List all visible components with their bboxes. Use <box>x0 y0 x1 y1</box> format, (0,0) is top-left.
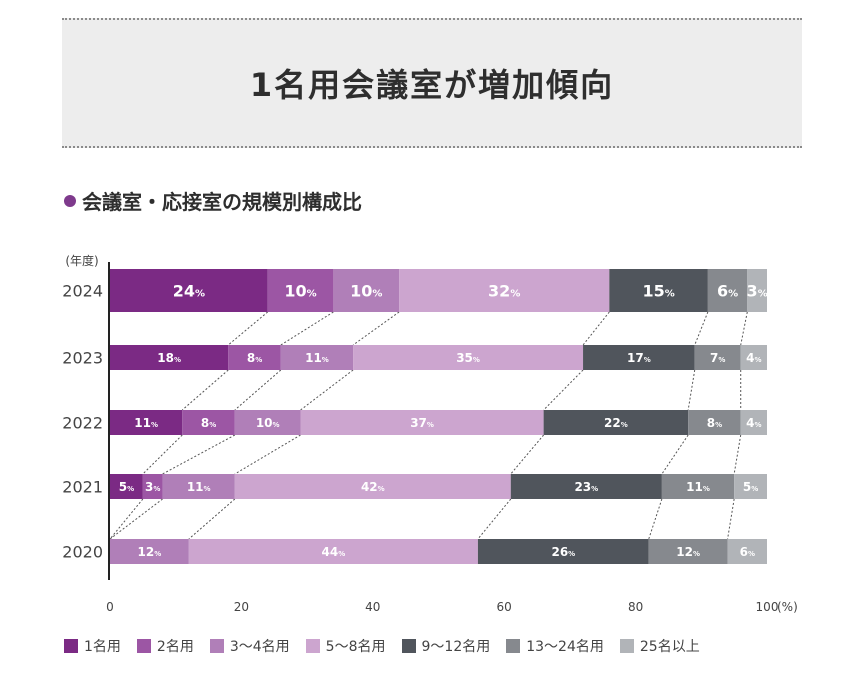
x-tick-label: 80 <box>628 600 643 614</box>
connector-line <box>543 369 584 411</box>
bar-segment-2020-4 <box>188 539 478 564</box>
bar-segment-2022-5 <box>543 410 689 435</box>
legend-label: 5〜8名用 <box>325 639 386 655</box>
bullet-icon <box>64 194 76 207</box>
connector-line <box>109 498 163 540</box>
bar-segment-2020-7 <box>727 539 767 564</box>
legend-swatch <box>401 639 416 653</box>
bar-segment-2023-6 <box>694 345 741 370</box>
legend-swatch <box>136 639 151 653</box>
bar-segment-2021-1 <box>110 474 143 499</box>
bar-segment-2023-3 <box>280 345 354 370</box>
bar-segment-2023-7 <box>740 345 767 370</box>
legend-swatch <box>619 639 634 653</box>
chart-subtitle: 会議室・応接室の規模別構成比 <box>64 186 362 215</box>
legend-label: 2名用 <box>156 639 194 655</box>
legend-item: 3〜4名用 <box>209 636 290 656</box>
bar-segment-2021-2 <box>142 474 163 499</box>
connector-line <box>300 369 354 411</box>
connector-line <box>694 311 709 346</box>
connector-line <box>687 369 696 411</box>
connector-line <box>648 498 663 540</box>
bar-segment-2021-5 <box>510 474 662 499</box>
legend-item: 1名用 <box>64 636 121 656</box>
connector-line <box>661 434 689 475</box>
connector-line <box>477 498 512 540</box>
bar-segment-2022-3 <box>234 410 301 435</box>
legend-label: 1名用 <box>84 639 121 655</box>
bar-segment-2024-2 <box>267 269 334 312</box>
year-label: 2023 <box>62 349 103 368</box>
bar-segment-2021-7 <box>734 474 767 499</box>
x-tick-label: 20 <box>234 600 249 614</box>
bar-segment-2024-3 <box>333 269 400 312</box>
year-label: 2022 <box>62 414 103 433</box>
bar-segment-2024-6 <box>707 269 748 312</box>
bar-segment-2023-2 <box>228 345 281 370</box>
legend-item: 5〜8名用 <box>305 636 386 656</box>
x-tick-label: 40 <box>365 600 380 614</box>
legend-label: 25名以上 <box>639 639 700 655</box>
legend-item: 9〜12名用 <box>401 636 491 656</box>
connector-line <box>727 498 735 540</box>
connector-line <box>142 434 183 475</box>
legend-item: 2名用 <box>136 636 194 656</box>
legend-label: 13〜24名用 <box>526 639 604 655</box>
year-label: 2024 <box>62 282 103 301</box>
bar-segment-2020-6 <box>648 539 728 564</box>
bar-segment-2022-2 <box>182 410 235 435</box>
x-tick-label: 0 <box>106 600 114 614</box>
legend-item: 13〜24名用 <box>506 636 604 656</box>
x-axis-unit: (%) <box>777 600 798 614</box>
bar-segment-2024-4 <box>399 269 610 312</box>
bar-segment-2022-6 <box>688 410 741 435</box>
bar-segment-2023-1 <box>110 345 229 370</box>
bar-segment-2020-3 <box>110 539 189 564</box>
connector-line <box>227 311 269 346</box>
year-label: 2021 <box>62 478 103 497</box>
connector-line <box>162 434 236 475</box>
chart-subtitle-text: 会議室・応接室の規模別構成比 <box>82 190 362 214</box>
year-label: 2020 <box>62 543 103 562</box>
connector-line <box>582 311 610 346</box>
bar-segment-2021-6 <box>661 474 735 499</box>
bar-segment-2024-5 <box>609 269 708 312</box>
connector-line <box>733 434 742 475</box>
page-title: 1名用会議室が増加傾向 <box>249 66 615 104</box>
connector-line <box>181 369 229 411</box>
connector-line <box>280 311 334 346</box>
connector-line <box>740 311 748 346</box>
legend-item: 25名以上 <box>619 636 700 656</box>
y-axis-label: (年度) <box>65 253 98 268</box>
legend-swatch <box>64 639 78 653</box>
bar-segment-2022-7 <box>740 410 767 435</box>
title-banner: 1名用会議室が増加傾向 <box>62 18 802 148</box>
connector-line <box>234 369 282 411</box>
legend-swatch <box>209 639 224 653</box>
bar-segment-2021-3 <box>162 474 235 499</box>
bar-segment-2022-4 <box>300 410 544 435</box>
connector-line <box>188 498 236 540</box>
legend-label: 9〜12名用 <box>421 639 491 655</box>
bar-segment-2023-4 <box>353 345 584 370</box>
connector-line <box>109 498 144 540</box>
bar-segment-2020-5 <box>477 539 649 564</box>
connector-line <box>234 434 301 475</box>
x-tick-label: 100 <box>756 600 779 614</box>
x-tick-label: 60 <box>497 600 512 614</box>
bar-segment-2024-7 <box>747 269 767 312</box>
connector-line <box>352 311 400 346</box>
bar-segment-2024-1 <box>110 269 268 312</box>
connector-line <box>510 434 545 475</box>
legend-swatch <box>305 639 320 653</box>
legend-label: 3〜4名用 <box>229 639 290 655</box>
legend-swatch <box>506 639 521 653</box>
bar-segment-2022-1 <box>110 410 183 435</box>
bar-segment-2023-5 <box>583 345 695 370</box>
bar-segment-2021-4 <box>234 474 511 499</box>
chart-legend: 1名用 2名用 3〜4名用 5〜8名用 9〜12名用 13〜24名用 25名以上 <box>64 636 716 656</box>
